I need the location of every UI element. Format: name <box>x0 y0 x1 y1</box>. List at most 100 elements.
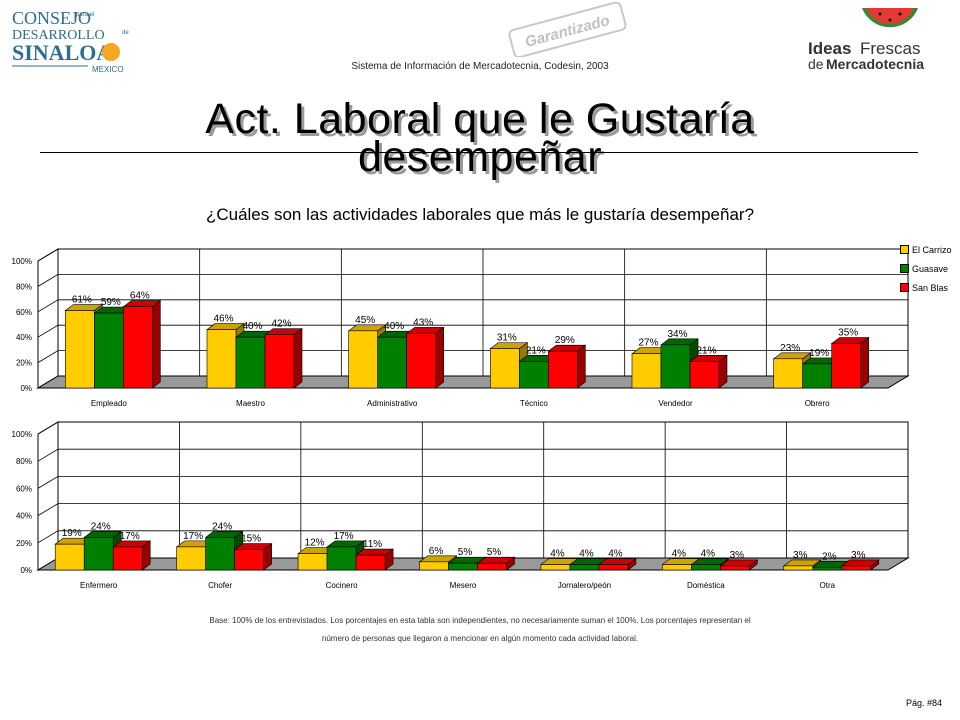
chart-side-wall <box>37 248 59 389</box>
data-label: 42% <box>271 319 291 330</box>
logo-left-line4: MEXICO <box>92 65 124 74</box>
data-label: 40% <box>242 321 262 332</box>
data-label: 35% <box>838 328 858 339</box>
gridline <box>37 448 908 462</box>
logo-right-word4: Mercadotecnia <box>826 56 924 72</box>
logo-right-word1: Ideas <box>808 39 851 58</box>
y-tick-label: 100% <box>12 257 32 266</box>
logo-left-line3: SINALOA <box>12 40 112 65</box>
category-label: Administrativo <box>367 399 418 408</box>
legend-label: El Carrizo <box>912 244 952 255</box>
y-tick-label: 100% <box>12 430 32 439</box>
data-label: 45% <box>355 315 375 326</box>
category-label: Jornalero/peón <box>558 581 611 590</box>
data-label: 4% <box>550 549 565 560</box>
bar-front <box>205 537 235 571</box>
bar-front <box>377 336 407 389</box>
bar-side <box>435 326 444 389</box>
data-label: 46% <box>213 314 233 325</box>
chart-legend: El Carrizo Guasave San Blas <box>900 240 952 297</box>
bar-front <box>477 562 507 571</box>
y-tick-label: 40% <box>16 512 32 521</box>
bar-front <box>689 361 720 389</box>
bar-front <box>783 565 814 571</box>
data-label: 19% <box>62 528 82 539</box>
logo-left-small2: de <box>122 30 129 36</box>
gridline <box>37 421 908 435</box>
bar-front <box>548 350 578 389</box>
y-tick-label: 60% <box>16 484 32 493</box>
legend-swatch <box>900 264 909 273</box>
sun-icon <box>102 43 120 61</box>
bar-front <box>206 329 237 389</box>
category-label: Obrero <box>805 399 830 408</box>
data-label: 61% <box>72 295 92 306</box>
data-label: 59% <box>101 297 121 308</box>
survey-question: ¿Cuáles son las actividades laborales qu… <box>205 205 755 224</box>
bar-front <box>54 543 85 571</box>
data-label: 5% <box>458 547 473 558</box>
watermelon-icon <box>862 8 918 28</box>
bar-front <box>419 561 449 571</box>
bar-front <box>490 348 520 389</box>
bar <box>689 354 728 389</box>
data-label: 4% <box>672 549 687 560</box>
y-tick-label: 80% <box>16 282 32 291</box>
bar-front <box>598 564 629 571</box>
category-label: Cocinero <box>326 581 359 590</box>
data-label: 27% <box>638 338 658 349</box>
logo-right-word3: de <box>808 56 824 72</box>
bar <box>719 559 759 571</box>
legend-label: San Blas <box>912 282 949 293</box>
bar <box>801 357 841 389</box>
chart-top: 0% 20% 40% 60% 80% 100% 61% 59% 64% Empleado 46% 40… <box>12 248 910 408</box>
bar-front <box>94 312 124 389</box>
ideas-frescas-logo: Ideas Frescas de Mercadotecnia <box>808 8 924 72</box>
bar-front <box>448 562 478 571</box>
logo-left-small1: para el <box>76 12 94 18</box>
page-title-line2: desempeñar <box>357 133 603 181</box>
data-label: 24% <box>91 521 111 532</box>
y-tick-label: 20% <box>16 359 32 368</box>
data-label: 12% <box>305 538 325 549</box>
bar-front <box>65 310 95 389</box>
bar-front <box>264 334 295 389</box>
logo-left-line2: DESARROLLO <box>12 28 105 43</box>
data-label: 6% <box>429 546 444 557</box>
gridline <box>37 503 908 516</box>
bar-front <box>112 546 143 571</box>
bar-front <box>691 564 721 571</box>
data-label: 3% <box>793 550 808 561</box>
bar <box>476 556 516 571</box>
garantizado-stamp: Garantizado <box>508 2 627 57</box>
category-label: Mesero <box>450 581 477 590</box>
bar-front <box>355 554 386 571</box>
title-divider <box>40 152 918 153</box>
codesin-logo: CONSEJO para el DESARROLLO de SINALOA ME… <box>12 8 129 74</box>
bar <box>830 336 870 389</box>
data-label: 24% <box>212 521 232 532</box>
bar-front <box>660 344 691 389</box>
bar-front <box>631 353 662 389</box>
bar <box>405 326 445 389</box>
bar-side <box>293 328 303 389</box>
data-label: 34% <box>667 329 687 340</box>
data-label: 15% <box>241 534 261 545</box>
bar-side <box>577 344 586 389</box>
category-label: Enfermero <box>80 581 118 590</box>
bar <box>598 557 637 571</box>
legend-label: Guasave <box>912 263 949 274</box>
data-label: 40% <box>384 321 404 332</box>
legend-item: El Carrizo <box>900 240 952 259</box>
logo-left-line1: CONSEJO <box>12 8 91 28</box>
data-label: 4% <box>579 549 594 560</box>
bar <box>355 548 394 571</box>
category-label: Empleado <box>91 399 128 408</box>
bar <box>233 543 273 571</box>
gridline <box>37 476 908 489</box>
category-label: Doméstica <box>687 581 725 590</box>
data-label: 31% <box>497 333 517 344</box>
bar-front <box>406 333 436 389</box>
bar-front <box>326 546 357 571</box>
category-label: Vendedor <box>658 399 693 408</box>
